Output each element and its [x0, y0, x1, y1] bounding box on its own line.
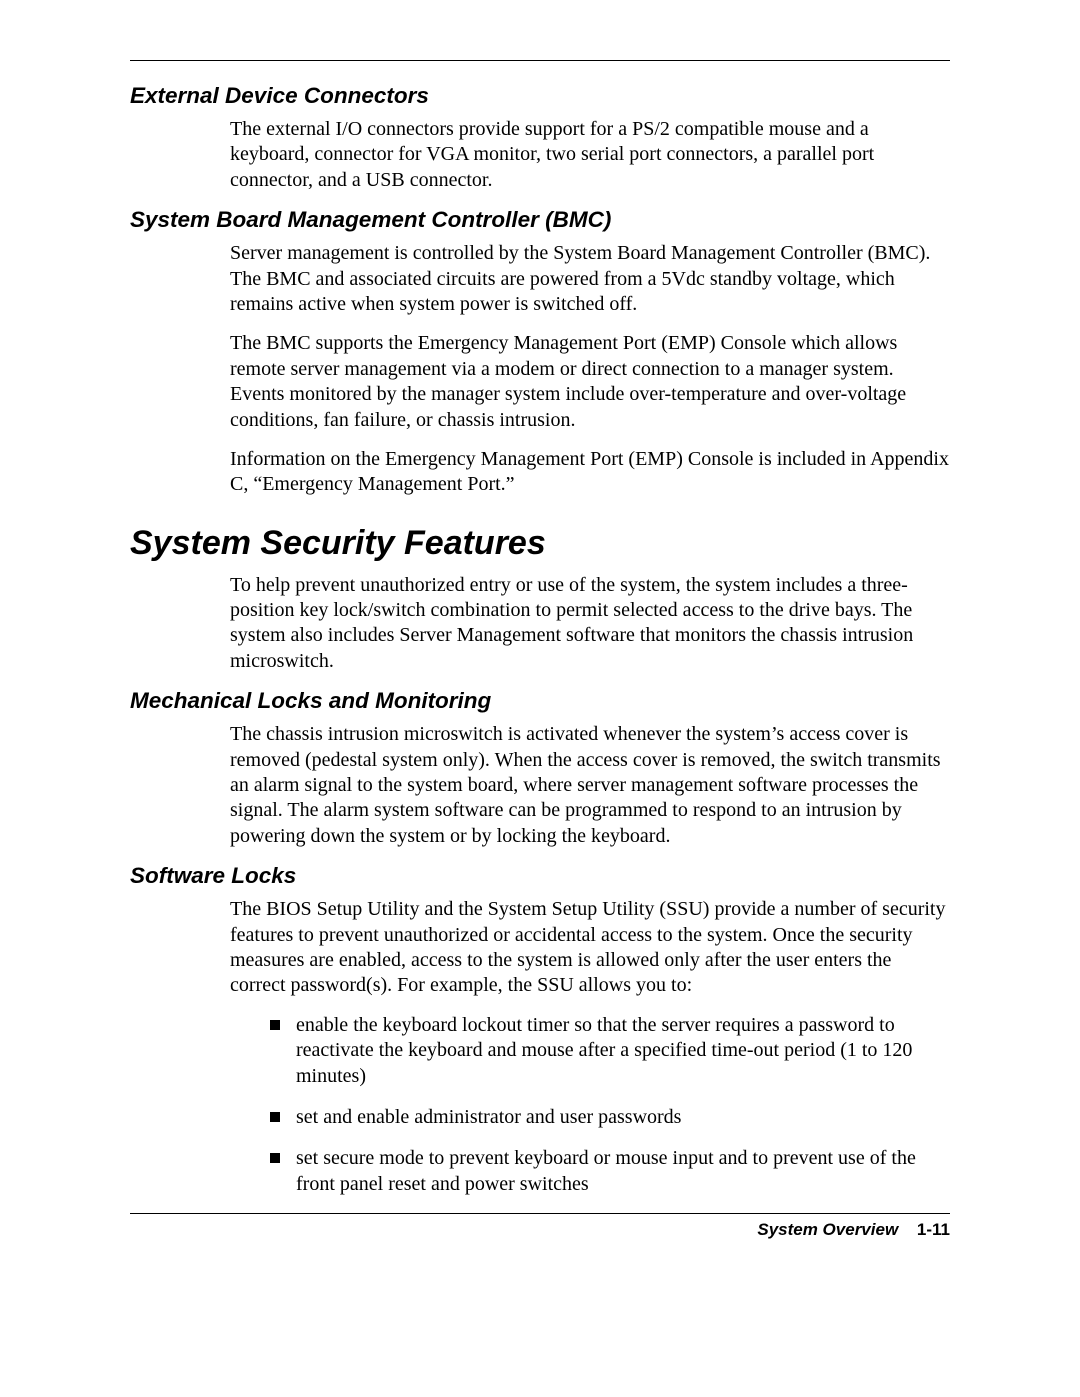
para: The external I/O connectors provide supp…	[230, 117, 950, 193]
para: Information on the Emergency Management …	[230, 447, 950, 498]
body-external-connectors: The external I/O connectors provide supp…	[230, 117, 950, 193]
top-rule	[130, 60, 950, 61]
bottom-rule	[130, 1213, 950, 1214]
heading-external-connectors: External Device Connectors	[130, 83, 950, 109]
heading-mech-locks: Mechanical Locks and Monitoring	[130, 688, 950, 714]
heading-bmc: System Board Management Controller (BMC)	[130, 207, 950, 233]
para: The BMC supports the Emergency Managemen…	[230, 331, 950, 433]
heading-security: System Security Features	[130, 524, 950, 563]
list-item: enable the keyboard lockout timer so tha…	[270, 1013, 950, 1089]
heading-sw-locks: Software Locks	[130, 863, 950, 889]
list-item: set secure mode to prevent keyboard or m…	[270, 1146, 950, 1197]
para: The chassis intrusion microswitch is act…	[230, 722, 950, 849]
body-sw-locks: The BIOS Setup Utility and the System Se…	[230, 897, 950, 1197]
footer-page-number: 1-11	[917, 1220, 950, 1239]
body-bmc: Server management is controlled by the S…	[230, 241, 950, 498]
para: To help prevent unauthorized entry or us…	[230, 573, 950, 675]
body-security: To help prevent unauthorized entry or us…	[230, 573, 950, 675]
para: Server management is controlled by the S…	[230, 241, 950, 317]
list-item: set and enable administrator and user pa…	[270, 1105, 950, 1130]
footer-section-title: System Overview	[757, 1220, 898, 1239]
body-mech-locks: The chassis intrusion microswitch is act…	[230, 722, 950, 849]
footer: System Overview 1-11	[130, 1220, 950, 1240]
para: The BIOS Setup Utility and the System Se…	[230, 897, 950, 999]
page: External Device Connectors The external …	[0, 0, 1080, 1397]
bullet-list: enable the keyboard lockout timer so tha…	[270, 1013, 950, 1197]
